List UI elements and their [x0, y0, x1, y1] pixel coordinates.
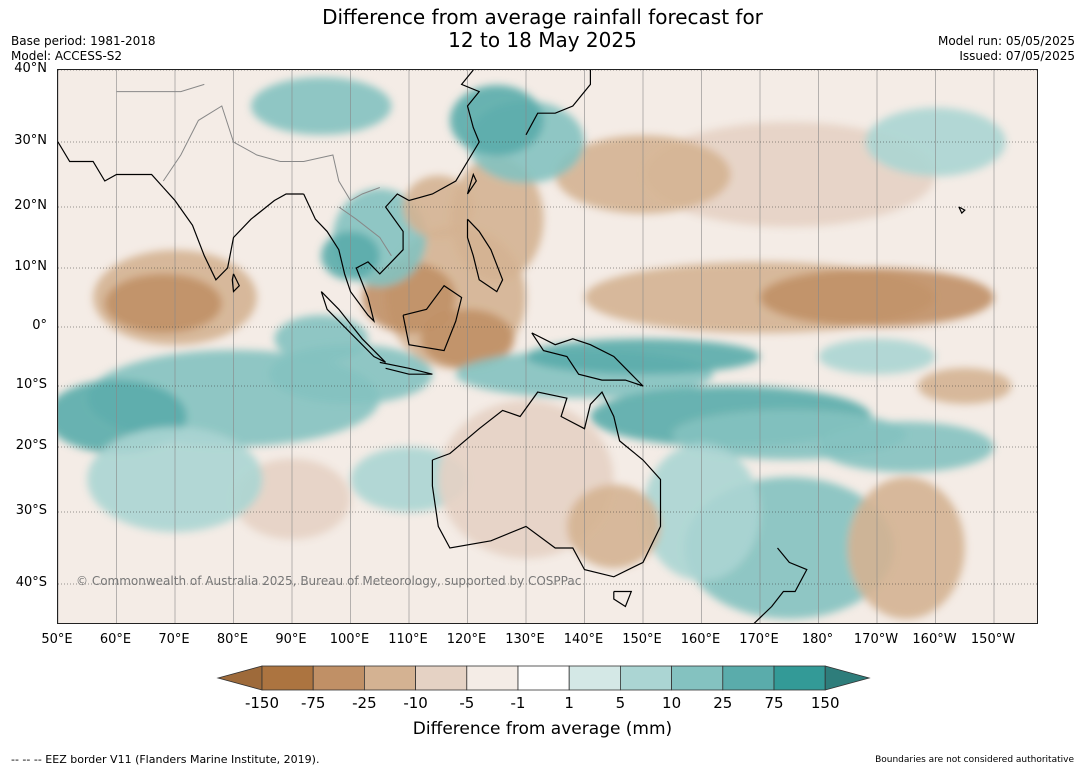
lon-label: 180°: [801, 632, 834, 647]
colorbar: [216, 665, 871, 691]
copyright-notice: © Commonwealth of Australia 2025, Bureau…: [76, 574, 582, 588]
lat-label: 20°N: [14, 198, 47, 213]
colorbar-tick: -5: [459, 694, 475, 712]
map-title-line1: Difference from average rainfall forecas…: [322, 5, 763, 29]
model-name: Model: ACCESS-S2: [11, 49, 123, 63]
colorbar-tick: 5: [615, 694, 626, 712]
country-borders: [116, 83, 392, 257]
lon-label: 50°E: [41, 632, 73, 647]
colorbar-tick: 10: [662, 694, 682, 712]
lon-label: 90°E: [275, 632, 307, 647]
lon-label: 60°E: [99, 632, 132, 647]
rainfall-map: [57, 69, 1038, 624]
colorbar-tick: -25: [352, 694, 377, 712]
lat-label: 30°S: [15, 503, 47, 518]
lat-label: 0°: [32, 318, 47, 333]
colorbar-tick: -1: [510, 694, 526, 712]
eez-legend: -- -- -- EEZ border V11 (Flanders Marine…: [11, 753, 320, 766]
lon-label: 150°E: [622, 632, 662, 647]
map-title-line2: 12 to 18 May 2025: [448, 28, 637, 52]
issued-date: Issued: 07/05/2025: [959, 49, 1075, 63]
anomaly-shading: [58, 77, 1012, 619]
lat-label: 10°N: [14, 259, 47, 274]
lon-label: 80°E: [216, 632, 249, 647]
colorbar-tick: 75: [764, 694, 784, 712]
lat-label: 40°S: [15, 575, 47, 590]
lat-label: 30°N: [14, 133, 47, 148]
lon-label: 150°W: [970, 632, 1016, 647]
rainfall-anomaly-field: [58, 70, 1037, 623]
lon-label: 70°E: [158, 632, 190, 647]
colorbar-tick: -150: [244, 694, 280, 712]
lon-label: 100°E: [329, 632, 370, 647]
lon-label: 160°E: [680, 632, 721, 647]
colorbar-label: Difference from average (mm): [412, 719, 673, 739]
lon-label: 120°E: [446, 632, 487, 647]
colorbar-tick: -10: [403, 694, 428, 712]
lat-label: 40°N: [14, 61, 47, 76]
colorbar-tick: 1: [564, 694, 574, 712]
model-run: Model run: 05/05/2025: [937, 34, 1075, 48]
lon-label: 170°W: [853, 632, 899, 647]
boundaries-disclaimer: Boundaries are not considered authoritat…: [875, 755, 1074, 765]
lon-label: 140°E: [563, 632, 604, 647]
lon-label: 130°E: [505, 632, 545, 647]
colorbar-tick: -75: [300, 694, 326, 712]
lon-label: 170°E: [739, 632, 779, 647]
colorbar-tick: 150: [810, 694, 840, 712]
lat-label: 10°S: [15, 377, 47, 392]
colorbar-tick: 25: [713, 694, 733, 712]
base-period: Base period: 1981-2018: [11, 34, 156, 48]
lon-label: 110°E: [388, 632, 428, 647]
lon-label: 160°W: [912, 632, 957, 647]
coastlines: [58, 70, 966, 623]
lat-label: 20°S: [15, 438, 47, 453]
